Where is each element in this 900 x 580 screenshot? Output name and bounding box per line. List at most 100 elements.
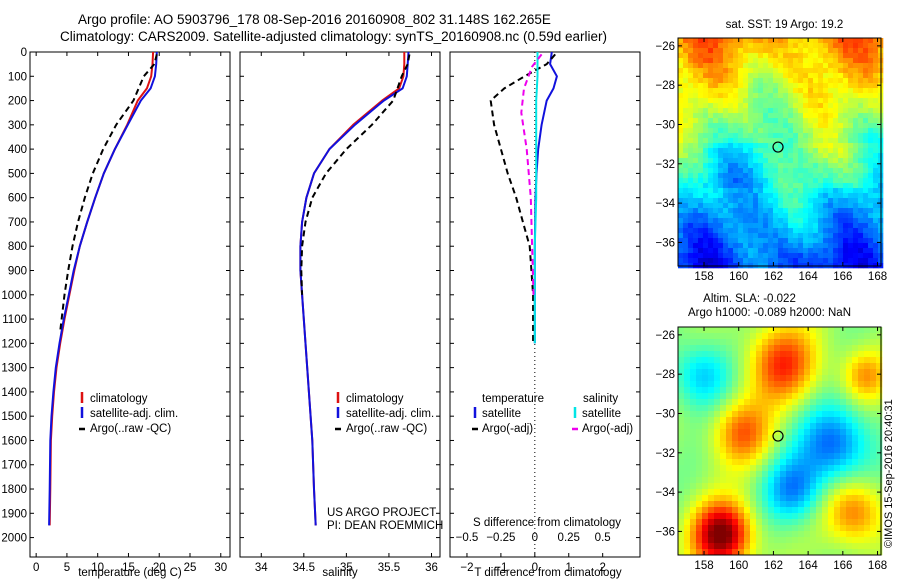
series-line-argo [300,54,411,295]
y-tick-label: −32 [655,159,675,171]
x-tick-label: 34 [255,562,268,574]
x-tick-label: 35 [340,562,353,574]
y-tick-label: −26 [655,41,675,53]
y-tick-label: −30 [655,119,675,131]
imos-timestamp: ©IMOS 15-Sep-2016 20:40:31 [883,399,895,548]
legend-label: satellite [482,408,521,420]
title-line-2: Climatology: CARS2009. Satellite-adjuste… [60,29,607,44]
y-tick-label: 1900 [1,508,27,520]
x-tick-label: 20 [153,562,166,574]
x-tick-label: 36 [425,562,438,574]
y-tick-label: 1200 [1,338,27,350]
y-tick-label: −36 [655,526,675,538]
y-tick-label: −26 [655,330,675,342]
legend-label: satellite [582,408,621,420]
y-tick-label: −32 [655,448,675,460]
x-tick-label: 160 [729,560,748,572]
pi-annotation: PI: DEAN ROEMMICH [327,520,443,532]
x-tick-label: 30 [214,562,227,574]
legend-label: climatology [90,393,148,405]
difference-panel: −2 −1 0 1 2 −0.5 −0.25 0 0.25 0.5 S difference fro… [449,51,641,579]
x-tick-label: 166 [833,560,852,572]
y-tick-label: 1300 [1,363,27,375]
sst-map: 158 160 162 164 166 168 −26 −28 −30 −32 −34 −36 sat.… [655,19,887,283]
y-tick-label: 1600 [1,435,27,447]
x-tick-label: 160 [729,271,748,283]
legend-label: satellite-adj. clim. [90,408,178,420]
y-tick-label: 2000 [1,533,27,545]
x-tick-label: 166 [833,271,852,283]
y-tick-label: 200 [8,96,27,108]
y-tick-label: 1100 [2,314,27,326]
x-tick-label: −1 [494,562,507,574]
y-tick-label: −36 [655,237,675,249]
y-tick-label: −28 [655,369,675,381]
s-tick-label: 0 [532,532,538,544]
y-tick-label: 600 [8,193,27,205]
s-tick-label: 0.25 [558,532,580,544]
y-tick-label: −34 [655,198,675,210]
series-line-argo [489,53,556,344]
s-tick-label: 0.5 [595,532,611,544]
x-tick-label: 10 [91,562,104,574]
x-tick-label: 0 [532,562,538,574]
map-title: Altim. SLA: -0.022 [703,293,796,305]
y-tick-label: 500 [8,168,27,180]
salinity-panel: 34 34.5 35 35.5 36 salinity climatology satelli… [239,51,443,579]
sla-map: 158 160 162 164 166 168 −26 −28 −30 −32 −34 −36 Alti… [655,293,895,572]
x-tick-label: 5 [64,562,70,574]
x-tick-label: 162 [764,560,783,572]
x-tick-label: 158 [694,560,713,572]
project-annotation: US ARGO PROJECT [327,507,436,519]
x-tick-label: 162 [764,271,783,283]
legend-title-salinity: salinity [583,393,618,405]
series-line-sal_argo [520,53,543,295]
plot-frame [449,51,641,558]
x-tick-label: 0 [33,562,39,574]
legend-label: climatology [346,393,404,405]
map-subtitle: Argo h1000: -0.089 h2000: NaN [688,307,851,319]
series-line-satellite [48,51,158,526]
y-tick-label: 1400 [1,387,27,399]
map-frame [677,37,882,267]
x-tick-label: 34.5 [293,562,315,574]
plot-frame [239,51,441,558]
plot-frame [29,51,231,558]
legend-label: Argo(..raw -QC) [90,423,171,435]
map-frame [677,326,882,556]
x-tick-label: 164 [799,271,819,283]
x-tick-label: 2 [599,562,605,574]
y-tick-label: 400 [8,144,27,156]
legend-label: satellite-adj. clim. [346,408,434,420]
legend-title-temperature: temperature [482,393,544,405]
s-tick-label: −0.5 [456,532,479,544]
heatmap-cells [678,38,884,269]
argo-position-marker [772,141,784,153]
series-line-sal_satellite [533,52,539,344]
heatmap-cells [678,327,883,556]
y-tick-label: −34 [655,487,675,499]
x-tick-label: 15 [122,562,135,574]
legend-label: Argo(-adj) [582,423,633,435]
title-line-1: Argo profile: AO 5903796_178 08-Sep-2016… [78,12,551,27]
x-tick-label: 168 [868,560,887,572]
x-axis-label: salinity [322,567,357,579]
panels: 0100200300400500600700800900100011001200… [1,19,895,579]
s-tick-label: −0.25 [486,532,515,544]
x-tick-label: 25 [184,562,197,574]
legend-label: Argo(..raw -QC) [346,423,427,435]
y-tick-label: 100 [8,71,27,83]
y-tick-label: 1700 [1,460,27,472]
y-tick-label: 1800 [1,484,27,496]
x-tick-label: −2 [460,562,473,574]
argo-position-marker [772,430,784,442]
temperature-panel: 0100200300400500600700800900100011001200… [1,47,231,579]
y-tick-label: 0 [21,47,27,59]
x-tick-label: 1 [566,562,572,574]
x-tick-label: 35.5 [378,562,400,574]
y-tick-label: 1500 [1,411,27,423]
y-tick-label: 700 [8,217,27,229]
y-tick-label: −30 [655,408,675,420]
x-tick-label: 158 [694,271,713,283]
x-axis-label: T difference from climatology [474,567,621,579]
